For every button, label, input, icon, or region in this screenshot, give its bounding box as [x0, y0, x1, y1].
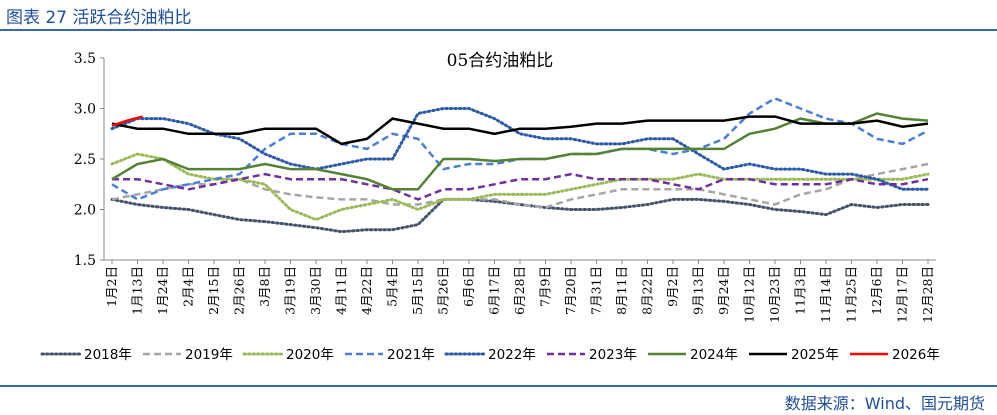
x-tick-label: 2月26日 — [232, 266, 247, 315]
legend-label: 2019年 — [185, 347, 233, 363]
x-tick-label: 7月20日 — [563, 266, 578, 315]
x-tick-label: 11月25日 — [844, 266, 859, 323]
x-tick-label: 12月6日 — [869, 266, 884, 315]
x-tick-label: 11月14日 — [818, 266, 833, 323]
x-tick-label: 2月4日 — [181, 266, 196, 307]
x-tick-label: 6月17日 — [487, 266, 502, 315]
x-tick-label: 3月8日 — [257, 266, 272, 307]
series-line-2023 — [112, 172, 929, 201]
x-tick-label: 3月30日 — [308, 266, 323, 315]
x-tick-label: 10月23日 — [767, 266, 782, 323]
y-tick-label: 2.0 — [74, 203, 96, 219]
bottom-divider — [0, 385, 997, 387]
x-tick-label: 5月4日 — [385, 266, 400, 307]
legend-label: 2024年 — [690, 347, 738, 363]
x-tick-label: 2月15日 — [206, 266, 221, 315]
x-tick-label: 4月11日 — [334, 266, 349, 315]
x-tick-label: 3月19日 — [283, 266, 298, 315]
legend-label: 2023年 — [589, 347, 637, 363]
y-tick-label: 2.5 — [74, 152, 96, 168]
x-tick-label: 10月12日 — [742, 266, 757, 323]
legend-label: 2025年 — [791, 347, 839, 363]
series-line-2019 — [111, 162, 929, 209]
source-note: 数据来源：Wind、国元期货 — [784, 394, 985, 413]
figure-title: 图表 27 活跃合约油粕比 — [6, 8, 192, 28]
x-tick-label: 5月15日 — [410, 266, 425, 315]
x-tick-label: 1月13日 — [130, 266, 145, 315]
x-tick-label: 6月28日 — [512, 266, 527, 315]
x-tick-label: 9月24日 — [716, 266, 731, 315]
x-tick-label: 11月3日 — [793, 266, 808, 315]
x-tick-label: 8月11日 — [614, 266, 629, 315]
x-tick-label: 6月6日 — [461, 266, 476, 307]
legend-label: 2021年 — [387, 347, 435, 363]
x-tick-label: 9月13日 — [691, 266, 706, 315]
series-line-2018 — [110, 197, 930, 234]
chart-title: 05合约油粕比 — [447, 51, 554, 71]
series-line-2024 — [111, 112, 929, 191]
series-line-2025 — [111, 115, 929, 146]
x-tick-label: 1月2日 — [104, 266, 119, 307]
y-tick-label: 3.5 — [74, 51, 96, 67]
series-line-2026 — [111, 115, 143, 127]
legend-label: 2018年 — [84, 347, 132, 363]
series-line-2022 — [110, 107, 930, 191]
x-tick-label: 7月9日 — [538, 266, 553, 307]
top-divider — [0, 29, 997, 31]
x-tick-label: 4月22日 — [359, 266, 374, 315]
x-tick-label: 1月24日 — [155, 266, 170, 315]
x-tick-label: 8月22日 — [640, 266, 655, 315]
series-line-2020 — [110, 152, 930, 222]
x-tick-label: 5月26日 — [436, 266, 451, 315]
x-tick-label: 7月31日 — [589, 266, 604, 315]
x-tick-label: 12月28日 — [920, 266, 935, 323]
x-tick-label: 9月2日 — [665, 266, 680, 307]
legend-label: 2026年 — [892, 347, 940, 363]
y-tick-label: 3.0 — [74, 102, 96, 118]
x-tick-label: 12月17日 — [895, 266, 910, 323]
legend-label: 2020年 — [286, 347, 334, 363]
legend-label: 2022年 — [488, 347, 536, 363]
y-tick-label: 1.5 — [74, 253, 96, 269]
chart-svg: 05合约油粕比 1.5 2.0 2.5 3.0 3.5 1月2日 1月13日 1月24日 2月4… — [40, 51, 940, 363]
